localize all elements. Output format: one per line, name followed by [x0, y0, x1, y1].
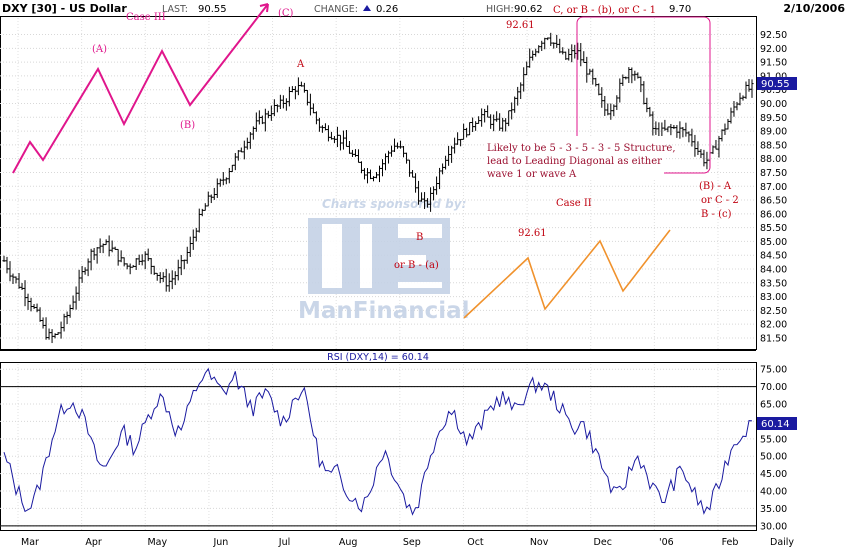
or-B-a-label: or B - (a) — [394, 260, 439, 271]
price-tick-label: 88.00 — [760, 154, 787, 165]
period-label: Daily — [770, 537, 794, 548]
rsi-title: RSI (DXY,14) = 60.14 — [327, 352, 429, 363]
rsi-tick-label: 65.00 — [760, 400, 787, 411]
month-tick-label: May — [147, 537, 167, 548]
high-label: HIGH: — [486, 4, 514, 15]
case2-label: Case II — [556, 198, 592, 209]
wave-B-paren-label: (B) — [180, 120, 195, 131]
month-tick-label: Apr — [85, 537, 102, 548]
structure-note-line-2: lead to Leading Diagonal as either — [487, 156, 662, 167]
chart-title: DXY [30] - US Dollar — [2, 2, 127, 15]
change-value: 0.26 — [376, 4, 398, 15]
month-tick-label: Nov — [530, 537, 549, 548]
price-tick-label: 91.50 — [760, 58, 787, 69]
month-axis: Mar Apr May Jun Jul Aug Sep Oct Nov Dec '06 Feb Dail… — [21, 537, 794, 548]
rsi-tick-label: 45.00 — [760, 469, 787, 480]
price-tick-label: 92.00 — [760, 44, 787, 55]
price-bars — [2, 32, 754, 344]
level-top-label: 92.61 — [506, 20, 535, 31]
last-value: 90.55 — [198, 4, 227, 15]
price-tick-label: 90.00 — [760, 99, 787, 110]
case3-zigzag — [12, 3, 269, 174]
wave-C-paren-label: (C) — [278, 8, 294, 19]
price-tick-label: 89.00 — [760, 127, 787, 138]
annotations: Case III (A) (B) (C) A B or B - (a) 92.6… — [12, 3, 739, 319]
rsi-tick-label: 50.00 — [760, 452, 787, 463]
right-label-1: (B) - A — [699, 181, 732, 192]
price-tick-label: 87.00 — [760, 182, 787, 193]
right-label-3: B - (c) — [701, 209, 732, 220]
rsi-tick-label: 35.00 — [760, 504, 787, 515]
case3-arrowhead-icon — [259, 3, 269, 13]
chart-date: 2/10/2006 — [783, 2, 845, 15]
watermark: Charts sponsored by: ManFinancial — [298, 197, 470, 324]
month-tick-label: Jul — [278, 537, 290, 548]
level-case2-label: 92.61 — [518, 228, 547, 239]
month-tick-label: Dec — [594, 537, 612, 548]
month-tick-label: '06 — [659, 537, 674, 548]
last-label: LAST: — [162, 4, 188, 15]
wave-A-paren-label: (A) — [92, 44, 107, 55]
change-label: CHANGE: — [314, 4, 358, 15]
rsi-axis: 30.0035.0040.0045.0050.0055.0060.0065.00… — [760, 365, 787, 533]
price-tick-label: 92.50 — [760, 30, 787, 41]
month-tick-label: Oct — [467, 537, 484, 548]
price-last-box — [757, 77, 797, 90]
price-tick-label: 85.00 — [760, 237, 787, 248]
price-last-value: 90.55 — [761, 79, 790, 90]
price-tick-label: 83.00 — [760, 292, 787, 303]
price-tick-label: 83.50 — [760, 278, 787, 289]
price-tick-label: 82.50 — [760, 306, 787, 317]
rsi-tick-label: 70.00 — [760, 382, 787, 393]
rsi-last-value: 60.14 — [761, 419, 790, 430]
price-tick-label: 86.50 — [760, 196, 787, 207]
price-tick-label: 89.50 — [760, 113, 787, 124]
price-tick-label: 85.50 — [760, 223, 787, 234]
month-tick-label: Mar — [21, 537, 39, 548]
wave-A-label: A — [296, 59, 305, 70]
price-tick-label: 88.50 — [760, 140, 787, 151]
price-panel-frame — [0, 16, 757, 350]
rsi-panel-frame — [0, 362, 757, 531]
month-tick-label: Sep — [403, 537, 421, 548]
wave-B-label: B — [416, 232, 423, 243]
case3-label: Case III — [126, 12, 166, 23]
month-tick-label: Feb — [722, 537, 739, 548]
high-value: 90.62 — [514, 4, 543, 15]
rsi-line — [3, 367, 753, 516]
price-tick-label: 81.50 — [760, 333, 787, 344]
structure-note-bg — [484, 136, 664, 180]
watermark-logo-text: ManFinancial — [298, 298, 470, 324]
month-tick-label: Jun — [212, 537, 228, 548]
structure-note-line-1: Likely to be 5 - 3 - 5 - 3 - 5 Structure… — [487, 143, 676, 154]
rsi-tick-label: 30.00 — [760, 521, 787, 532]
top-wave-label: C, or B - (b), or C - 1 — [553, 5, 656, 16]
rsi-tick-label: 40.00 — [760, 487, 787, 498]
rsi-last-box — [757, 417, 797, 430]
rsi-series — [3, 367, 753, 516]
chart-header: DXY [30] - US Dollar LAST: 90.55 CHANGE:… — [2, 2, 845, 15]
price-tick-label: 84.00 — [760, 265, 787, 276]
price-axis: 81.50 82.00 82.50 83.00 83.50 84.00 84.50 85.00… — [760, 30, 787, 344]
month-tick-label: Aug — [339, 537, 358, 548]
price-tick-label: 86.00 — [760, 209, 787, 220]
right-label-2: or C - 2 — [701, 195, 739, 206]
rsi-reference-lines — [0, 386, 756, 527]
rsi-tick-label: 75.00 — [760, 365, 787, 376]
structure-note-line-3: wave 1 or wave A — [487, 169, 577, 180]
price-tick-label: 91.00 — [760, 71, 787, 82]
low-value: 9.70 — [669, 4, 691, 15]
rsi-tick-label: 55.00 — [760, 434, 787, 445]
price-tick-label: 87.50 — [760, 168, 787, 179]
price-tick-label: 90.50 — [760, 85, 787, 96]
price-tick-label: 82.00 — [760, 320, 787, 331]
rsi-grid — [0, 368, 756, 527]
manfinancial-logo-icon — [308, 218, 450, 294]
case2-zigzag — [463, 229, 671, 319]
price-tick-label: 84.50 — [760, 251, 787, 262]
watermark-sponsor-text: Charts sponsored by: — [322, 197, 466, 211]
change-up-icon — [363, 5, 371, 11]
